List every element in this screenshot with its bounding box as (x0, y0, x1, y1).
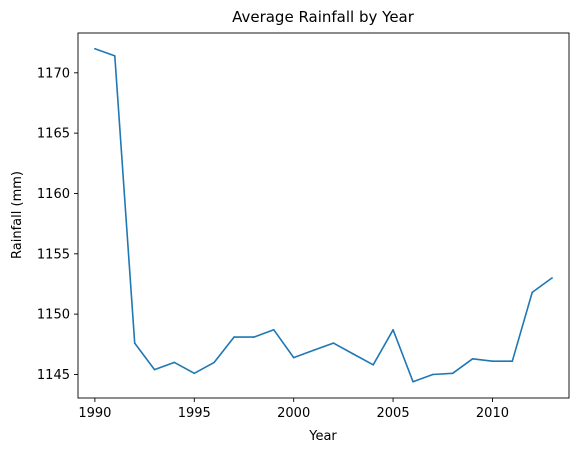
y-tick-label: 1165 (37, 127, 70, 142)
data-point-1997 (233, 336, 235, 338)
data-point-2000 (292, 356, 295, 359)
y-tick-label: 1145 (37, 368, 70, 383)
y-tick-label: 1150 (37, 308, 70, 323)
y-axis-ticks: 1145 1150 1155 1160 1165 1170 (37, 66, 78, 383)
data-point-2001 (312, 349, 315, 352)
y-tick-label: 1170 (37, 66, 70, 81)
data-point-2004 (372, 364, 374, 366)
y-axis-title: Rainfall (mm) (10, 171, 25, 259)
data-point-1990 (94, 47, 96, 50)
data-point-1995 (193, 372, 196, 375)
plot-frame (77, 32, 570, 399)
data-point-2011 (511, 360, 514, 362)
data-points (94, 47, 553, 383)
data-point-1999 (273, 329, 275, 331)
data-point-2013 (551, 277, 553, 279)
data-point-2003 (352, 353, 355, 355)
chart-title: Average Rainfall by Year (232, 8, 415, 26)
data-point-2012 (531, 291, 534, 294)
data-point-1996 (213, 361, 215, 364)
data-point-1993 (153, 368, 156, 371)
x-axis-ticks: 1990 1995 2000 2005 2010 (78, 398, 509, 421)
data-point-2002 (332, 342, 335, 344)
x-axis-title: Year (308, 429, 337, 444)
data-point-1998 (253, 336, 255, 338)
data-point-2006 (412, 380, 414, 383)
data-point-2007 (432, 373, 434, 376)
rainfall-series-line (94, 47, 553, 383)
x-tick-label: 2010 (476, 406, 509, 421)
data-point-2009 (471, 357, 474, 360)
y-tick-label: 1155 (37, 247, 70, 262)
data-point-2005 (392, 329, 394, 331)
data-point-2010 (491, 360, 494, 362)
x-tick-label: 1990 (78, 406, 111, 421)
x-tick-label: 2000 (277, 406, 310, 421)
x-tick-label: 2005 (377, 406, 410, 421)
x-tick-label: 1995 (178, 406, 211, 421)
data-point-1991 (113, 55, 116, 57)
data-point-1994 (173, 361, 176, 364)
data-point-2008 (451, 372, 454, 375)
y-tick-label: 1160 (37, 187, 70, 202)
data-point-1992 (133, 342, 136, 344)
